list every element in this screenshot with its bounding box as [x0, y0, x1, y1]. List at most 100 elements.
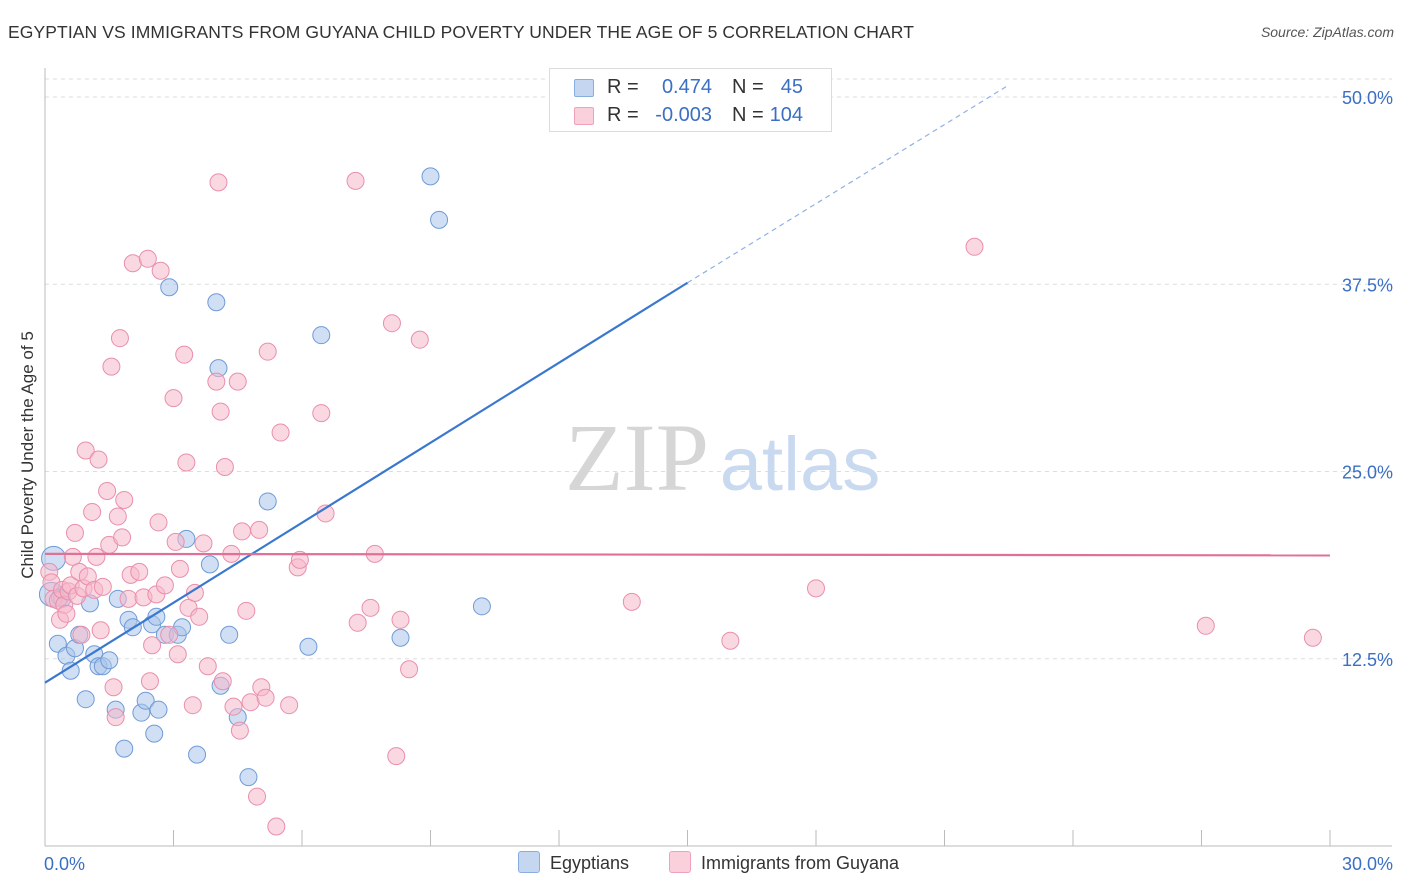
guyana-point: [258, 342, 277, 361]
egyptians-point: [147, 607, 166, 626]
egyptians-point: [312, 326, 331, 345]
egyptians-point: [115, 739, 134, 758]
guyana-point: [138, 249, 157, 268]
legend-label-egyptians: Egyptians: [550, 853, 630, 873]
guyana-point: [213, 672, 232, 691]
guyana-point: [224, 697, 243, 716]
guyana-point: [57, 604, 76, 623]
tick-labels: 12.5% 25.0% 37.5% 50.0% 0.0% 30.0%: [44, 88, 1393, 874]
guyana-point: [194, 534, 213, 553]
watermark-zip: ZIP: [565, 404, 709, 511]
egyptians-point: [391, 628, 410, 647]
guyana-point: [102, 357, 121, 376]
legend-r-label: R =: [607, 104, 639, 126]
series-legend: Egyptians Immigrants from Guyana: [0, 851, 1406, 879]
y-tick-label: 37.5%: [1342, 275, 1393, 295]
guyana-point: [209, 173, 228, 192]
x-tick-label: 0.0%: [44, 854, 85, 874]
guyana-point: [248, 787, 267, 806]
guyana-point: [215, 458, 234, 477]
guyana-point: [185, 583, 204, 602]
guyana-point: [113, 528, 132, 547]
legend-row-guyana: R = -0.003 N = 104: [550, 101, 831, 129]
guyana-point: [233, 522, 252, 541]
egyptians-point: [76, 690, 95, 709]
guyana-point: [110, 329, 129, 348]
egyptians-point: [421, 167, 440, 186]
guyana-point: [183, 696, 202, 715]
egyptians-point: [239, 768, 258, 787]
guyana-point: [140, 672, 159, 691]
guyana-point: [230, 721, 249, 740]
egyptians-point: [188, 745, 207, 764]
x-tick-label: 30.0%: [1342, 854, 1393, 874]
guyana-point: [622, 592, 641, 611]
guyana-point: [106, 708, 125, 727]
source-label: Source: ZipAtlas.com: [1260, 24, 1394, 40]
legend-r-value: -0.003: [655, 104, 712, 126]
guyana-point: [91, 621, 110, 640]
guyana-point: [241, 693, 260, 712]
guyana-point: [211, 402, 230, 421]
guyana-point: [76, 441, 95, 460]
guyana-point: [228, 372, 247, 391]
guyana-point: [175, 345, 194, 364]
egyptians-point: [136, 691, 155, 710]
chart-title: EGYPTIAN VS IMMIGRANTS FROM GUYANA CHILD…: [8, 22, 915, 42]
guyana-point: [123, 254, 142, 273]
guyana-point: [168, 645, 187, 664]
guyana-point: [348, 613, 367, 632]
guyana-point: [93, 577, 112, 596]
guyana-point: [89, 450, 108, 469]
guyana-point: [721, 631, 740, 650]
egyptians-point: [160, 278, 179, 297]
guyana-point: [104, 678, 123, 697]
egyptians-point: [299, 637, 318, 656]
legend-row-egyptians: R = 0.474 N = 45: [550, 73, 831, 101]
guyana-point: [387, 747, 406, 766]
guyana-point: [1303, 628, 1322, 647]
guyana-point: [87, 547, 106, 566]
guyana-point: [267, 817, 286, 836]
watermark-atlas: atlas: [720, 422, 881, 507]
guyana-point: [382, 314, 401, 333]
guyana-point: [130, 562, 149, 581]
y-tick-label: 25.0%: [1342, 463, 1393, 483]
correlation-legend: R = 0.474 N = 45 R = -0.003 N = 104: [549, 68, 832, 132]
data-points: [38, 167, 1322, 836]
guyana-point: [280, 696, 299, 715]
trend-lines: [44, 84, 1331, 684]
guyana-point: [119, 589, 138, 608]
guyana-point: [271, 423, 290, 442]
guyana-point: [164, 389, 183, 408]
guyana-point: [965, 237, 984, 256]
axes: [44, 68, 1392, 847]
egyptians-trend-line: [44, 281, 689, 684]
guyana-point: [83, 502, 102, 521]
legend-swatch-guyana: [574, 107, 594, 125]
guyana-point: [143, 636, 162, 655]
guyana-point: [250, 520, 269, 539]
legend-label-guyana: Immigrants from Guyana: [701, 853, 900, 873]
guyana-point: [410, 330, 429, 349]
legend-swatch-guyana: [669, 851, 691, 873]
egyptians-point: [220, 625, 239, 644]
guyana-point: [155, 576, 174, 595]
guyana-point: [151, 261, 170, 280]
guyana-point: [65, 523, 84, 542]
egyptians-point: [258, 492, 277, 511]
guyana-trend-line: [44, 552, 1331, 557]
guyana-point: [72, 625, 91, 644]
guyana-point: [115, 490, 134, 509]
egyptians-point: [430, 210, 449, 229]
egyptians-point: [149, 700, 168, 719]
legend-r-label: R =: [607, 76, 639, 98]
guyana-point: [1196, 616, 1215, 635]
guyana-point: [290, 550, 309, 569]
guyana-point: [160, 625, 179, 644]
legend-item-guyana: Immigrants from Guyana: [669, 851, 899, 874]
egyptians-point: [207, 293, 226, 312]
y-tick-label: 50.0%: [1342, 88, 1393, 108]
guyana-point: [166, 532, 185, 551]
legend-n-value: 45: [780, 76, 803, 98]
